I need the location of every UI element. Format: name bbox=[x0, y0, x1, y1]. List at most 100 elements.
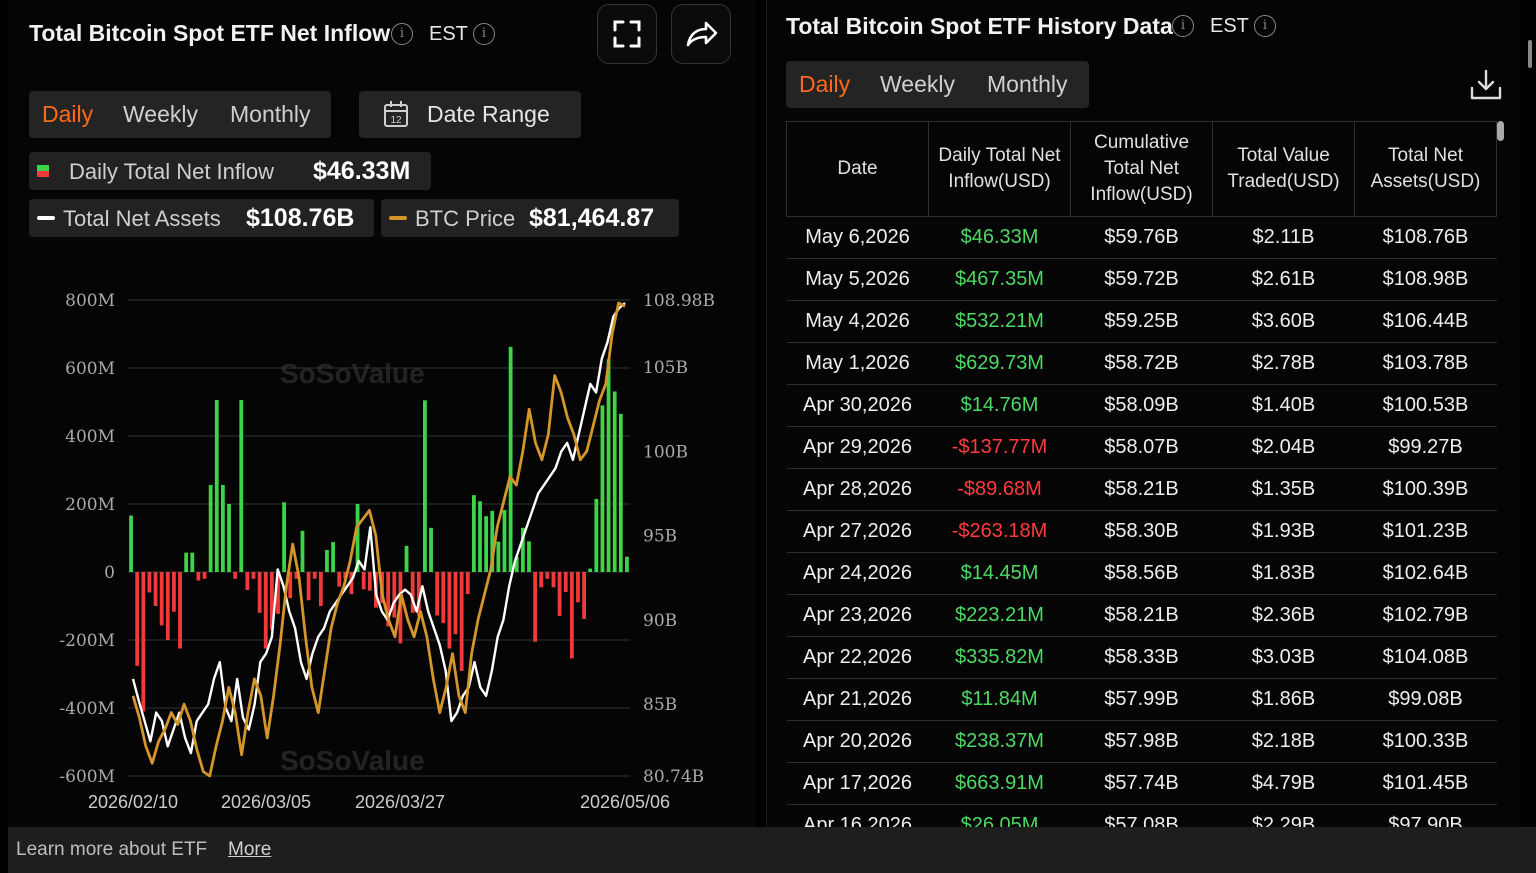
inflow-bar bbox=[257, 572, 262, 613]
cell-daily-inflow: -$263.18M bbox=[928, 510, 1071, 553]
y-axis-tick-label: 0 bbox=[104, 563, 115, 583]
inflow-bar bbox=[300, 530, 305, 572]
history-timezone-info-icon[interactable]: i bbox=[1254, 15, 1276, 37]
inflow-bar bbox=[557, 572, 562, 616]
table-row[interactable]: Apr 29,2026 -$137.77M $58.07B $2.04B $99.27B bbox=[786, 426, 1497, 469]
inflow-bar bbox=[416, 572, 421, 616]
column-header-value-traded[interactable]: Total Value Traded(USD) bbox=[1212, 121, 1355, 217]
tab-weekly[interactable]: Weekly bbox=[123, 101, 198, 127]
inflow-bar bbox=[239, 399, 244, 572]
inflow-bar bbox=[337, 572, 342, 587]
footer-more-link[interactable]: More bbox=[228, 839, 272, 860]
history-info-icon[interactable]: i bbox=[1172, 15, 1194, 37]
inflow-bar bbox=[288, 572, 293, 599]
inflow-bar bbox=[576, 572, 580, 603]
y2-axis-tick-label: 108.98B bbox=[643, 291, 715, 311]
history-timezone-label: EST bbox=[1210, 15, 1249, 37]
cell-net-assets: $99.08B bbox=[1354, 678, 1497, 721]
inflow-bar bbox=[533, 572, 538, 642]
cell-cumulative-inflow: $57.74B bbox=[1070, 762, 1213, 805]
cell-date: May 5,2026 bbox=[786, 258, 929, 301]
cell-value-traded: $1.35B bbox=[1212, 468, 1355, 511]
inflow-bar bbox=[606, 359, 611, 572]
cell-net-assets: $106.44B bbox=[1354, 300, 1497, 343]
legend-btc-price[interactable]: BTC Price $81,464.87 bbox=[381, 199, 679, 237]
history-table-scroll[interactable]: Date Daily Total Net Inflow(USD) Cumulat… bbox=[786, 121, 1510, 827]
cell-value-traded: $2.61B bbox=[1212, 258, 1355, 301]
cell-daily-inflow: $238.37M bbox=[928, 720, 1071, 763]
inflow-bar bbox=[147, 572, 152, 593]
x-axis-tick-label: 2026/03/05 bbox=[221, 792, 311, 812]
history-tab-monthly[interactable]: Monthly bbox=[987, 71, 1068, 97]
x-axis-tick-label: 2026/03/27 bbox=[355, 792, 445, 812]
table-row[interactable]: Apr 30,2026 $14.76M $58.09B $1.40B $100.53B bbox=[786, 384, 1497, 427]
table-row[interactable]: Apr 23,2026 $223.21M $58.21B $2.36B $102.79B bbox=[786, 594, 1497, 637]
table-row[interactable]: May 4,2026 $532.21M $59.25B $3.60B $106.44B bbox=[786, 300, 1497, 343]
table-row[interactable]: Apr 22,2026 $335.82M $58.33B $3.03B $104.08B bbox=[786, 636, 1497, 679]
cell-value-traded: $2.29B bbox=[1212, 804, 1355, 827]
history-tab-daily[interactable]: Daily bbox=[799, 71, 851, 97]
column-header-net-assets[interactable]: Total Net Assets(USD) bbox=[1354, 121, 1497, 217]
inflow-bar bbox=[282, 502, 287, 572]
inflow-bar bbox=[349, 572, 354, 595]
inflow-bar bbox=[276, 572, 280, 614]
date-range-button[interactable]: 12 Date Range bbox=[359, 91, 581, 138]
inflow-bar bbox=[251, 572, 256, 579]
cell-daily-inflow: $532.21M bbox=[928, 300, 1071, 343]
column-header-daily-inflow[interactable]: Daily Total Net Inflow(USD) bbox=[928, 121, 1071, 217]
download-icon[interactable] bbox=[1468, 68, 1504, 102]
cell-cumulative-inflow: $59.72B bbox=[1070, 258, 1213, 301]
history-tab-weekly[interactable]: Weekly bbox=[880, 71, 955, 97]
table-row[interactable]: Apr 24,2026 $14.45M $58.56B $1.83B $102.64B bbox=[786, 552, 1497, 595]
column-header-date[interactable]: Date bbox=[786, 121, 929, 217]
table-row[interactable]: Apr 21,2026 $11.84M $57.99B $1.86B $99.08B bbox=[786, 678, 1497, 721]
legend-swatch-assets bbox=[37, 216, 55, 220]
cell-value-traded: $2.36B bbox=[1212, 594, 1355, 637]
cell-date: Apr 16,2026 bbox=[786, 804, 929, 827]
history-period-tabs: Daily Weekly Monthly bbox=[786, 61, 1089, 108]
cell-daily-inflow: $11.84M bbox=[928, 678, 1071, 721]
legend-btc-value: $81,464.87 bbox=[529, 204, 655, 232]
legend-net-assets[interactable]: Total Net Assets $108.76B bbox=[29, 199, 374, 237]
page-scrollbar[interactable] bbox=[1528, 40, 1532, 68]
table-row[interactable]: Apr 20,2026 $238.37M $57.98B $2.18B $100.33B bbox=[786, 720, 1497, 763]
fullscreen-button[interactable] bbox=[597, 4, 657, 64]
cell-value-traded: $4.79B bbox=[1212, 762, 1355, 805]
legend-daily-inflow[interactable]: Daily Total Net Inflow $46.33M bbox=[29, 152, 431, 190]
table-row[interactable]: May 5,2026 $467.35M $59.72B $2.61B $108.98B bbox=[786, 258, 1497, 301]
tab-monthly[interactable]: Monthly bbox=[230, 101, 311, 127]
y-axis-tick-label: 600M bbox=[65, 359, 115, 379]
share-button[interactable] bbox=[671, 4, 731, 64]
cell-daily-inflow: $223.21M bbox=[928, 594, 1071, 637]
column-header-cumulative-inflow[interactable]: Cumulative Total Net Inflow(USD) bbox=[1070, 121, 1213, 217]
cell-value-traded: $2.18B bbox=[1212, 720, 1355, 763]
table-row[interactable]: Apr 28,2026 -$89.68M $58.21B $1.35B $100.39B bbox=[786, 468, 1497, 511]
inflow-bar bbox=[423, 400, 427, 572]
table-row[interactable]: Apr 27,2026 -$263.18M $58.30B $1.93B $101.23… bbox=[786, 510, 1497, 553]
legend-assets-label: Total Net Assets bbox=[63, 206, 221, 231]
y-axis-tick-label: -200M bbox=[59, 631, 115, 651]
cell-net-assets: $100.33B bbox=[1354, 720, 1497, 763]
chart-watermark: SoSoValue bbox=[280, 358, 425, 389]
table-row[interactable]: May 6,2026 $46.33M $59.76B $2.11B $108.76B bbox=[786, 216, 1497, 259]
cell-net-assets: $100.39B bbox=[1354, 468, 1497, 511]
cell-date: Apr 30,2026 bbox=[786, 384, 929, 427]
table-row[interactable]: May 1,2026 $629.73M $58.72B $2.78B $103.78B bbox=[786, 342, 1497, 385]
info-icon[interactable]: i bbox=[391, 23, 413, 45]
inflow-bar bbox=[459, 572, 464, 671]
inflow-period-tabs: Daily Weekly Monthly bbox=[29, 91, 331, 138]
inflow-bar bbox=[447, 572, 452, 649]
table-row[interactable]: Apr 16,2026 $26.05M $57.08B $2.29B $97.90B bbox=[786, 804, 1497, 827]
inflow-bar bbox=[220, 484, 225, 572]
calendar-icon: 12 bbox=[384, 101, 408, 127]
footer-text: Learn more about ETF bbox=[16, 839, 208, 860]
cell-value-traded: $3.03B bbox=[1212, 636, 1355, 679]
table-row[interactable]: Apr 17,2026 $663.91M $57.74B $4.79B $101.45B bbox=[786, 762, 1497, 805]
cell-value-traded: $1.40B bbox=[1212, 384, 1355, 427]
cell-cumulative-inflow: $58.21B bbox=[1070, 468, 1213, 511]
cell-value-traded: $3.60B bbox=[1212, 300, 1355, 343]
table-scrollbar[interactable] bbox=[1497, 121, 1504, 141]
timezone-info-icon[interactable]: i bbox=[473, 23, 495, 45]
tab-daily[interactable]: Daily bbox=[42, 101, 94, 127]
cell-cumulative-inflow: $58.72B bbox=[1070, 342, 1213, 385]
